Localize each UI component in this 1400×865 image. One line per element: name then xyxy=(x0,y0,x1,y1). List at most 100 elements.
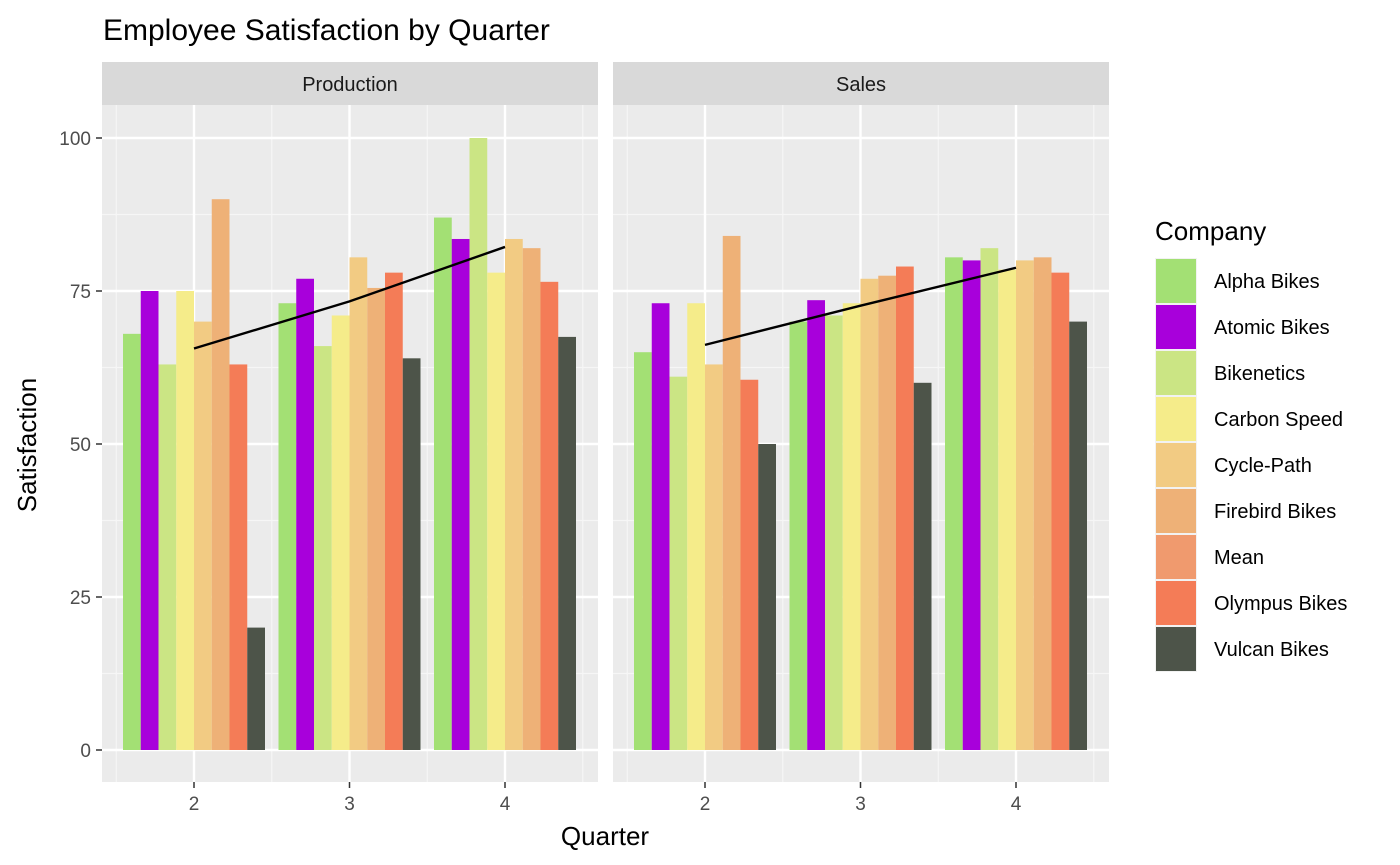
bar-cycle-path xyxy=(1016,260,1034,750)
legend-swatch xyxy=(1156,305,1196,349)
bar-atomic-bikes xyxy=(962,260,981,750)
panels: Production 2 3 4 0 25 50 75 100 Sales 2 3 4 xyxy=(59,62,1109,815)
legend-swatch xyxy=(1156,627,1196,671)
mean-trend-line xyxy=(193,245,506,350)
y-tick-label: 50 xyxy=(70,435,91,456)
x-axis-title: Quarter xyxy=(561,821,649,851)
legend-item: Firebird Bikes xyxy=(1155,488,1336,534)
legend-item: Mean xyxy=(1155,534,1264,580)
bar-firebird-bikes xyxy=(878,275,896,750)
bar-bikenetics xyxy=(469,138,488,750)
legend-label: Cycle-Path xyxy=(1214,455,1312,477)
x-tick-label: 2 xyxy=(700,794,711,815)
x-tick-label: 4 xyxy=(500,794,511,815)
y-tick-label: 100 xyxy=(59,129,91,150)
bar-carbon-speed xyxy=(687,303,705,750)
bar-cycle-path xyxy=(505,238,523,751)
bar-atomic-bikes xyxy=(807,300,825,750)
bar-bikenetics xyxy=(158,364,177,750)
legend-label: Alpha Bikes xyxy=(1214,271,1320,293)
legend-item: Bikenetics xyxy=(1155,350,1305,396)
legend-item: Atomic Bikes xyxy=(1155,304,1330,350)
legend-swatch xyxy=(1156,443,1196,487)
panel-sales: Sales 2 3 4 xyxy=(613,62,1109,815)
legend-item: Carbon Speed xyxy=(1155,396,1343,442)
bar-olympus-bikes xyxy=(896,266,914,750)
legend-swatch xyxy=(1156,397,1196,441)
facet-strip-label: Production xyxy=(302,74,398,96)
y-tick-label: 0 xyxy=(80,741,91,762)
bar-bikenetics xyxy=(825,315,843,750)
bar-firebird-bikes xyxy=(1033,257,1052,750)
legend-swatch xyxy=(1156,489,1196,533)
bar-vulcan-bikes xyxy=(913,382,932,750)
x-tick-label: 4 xyxy=(1011,794,1022,815)
bar-bikenetics xyxy=(669,376,688,750)
bar-firebird-bikes xyxy=(722,235,741,751)
bar-atomic-bikes xyxy=(296,278,314,750)
legend-swatch xyxy=(1156,581,1196,625)
bar-vulcan-bikes xyxy=(1069,321,1087,750)
bar-alpha-bikes xyxy=(789,321,808,750)
y-axis-title: Satisfaction xyxy=(12,378,42,512)
bar-vulcan-bikes xyxy=(558,336,576,750)
legend-title: Company xyxy=(1155,216,1266,246)
facet-strip-label: Sales xyxy=(836,74,886,96)
bar-alpha-bikes xyxy=(634,352,652,750)
bar-cycle-path xyxy=(705,364,723,750)
bar-alpha-bikes xyxy=(434,217,452,750)
chart-title: Employee Satisfaction by Quarter xyxy=(103,14,550,47)
bar-vulcan-bikes xyxy=(402,358,421,750)
bar-olympus-bikes xyxy=(229,364,248,750)
x-tick-label: 3 xyxy=(855,794,866,815)
y-tick-label: 75 xyxy=(70,282,91,303)
bar-carbon-speed xyxy=(176,291,194,750)
y-tick-label: 25 xyxy=(70,588,91,609)
bar-bikenetics xyxy=(980,248,999,750)
bar-olympus-bikes xyxy=(1051,272,1070,750)
bar-cycle-path xyxy=(860,278,879,750)
legend: Company Alpha Bikes Atomic Bikes Bikenetic… xyxy=(1155,216,1347,672)
bar-carbon-speed xyxy=(842,303,861,750)
legend-label: Olympus Bikes xyxy=(1214,593,1347,615)
x-tick-label: 3 xyxy=(344,794,355,815)
legend-label: Atomic Bikes xyxy=(1214,317,1330,339)
panel-production: Production 2 3 4 0 25 50 75 100 xyxy=(59,62,598,815)
bar-olympus-bikes xyxy=(385,272,403,750)
bar-cycle-path xyxy=(194,321,212,750)
bar-atomic-bikes xyxy=(651,303,670,750)
legend-swatch xyxy=(1156,259,1196,303)
legend-label: Mean xyxy=(1214,547,1264,569)
legend-swatch xyxy=(1156,351,1196,395)
legend-label: Firebird Bikes xyxy=(1214,501,1336,523)
bar-bikenetics xyxy=(314,346,332,750)
bar-firebird-bikes xyxy=(211,199,230,750)
bar-vulcan-bikes xyxy=(247,627,265,750)
bar-firebird-bikes xyxy=(367,287,385,750)
mean-trend-line xyxy=(704,266,1017,347)
bar-carbon-speed xyxy=(331,315,350,750)
bar-firebird-bikes xyxy=(522,248,541,750)
legend-label: Bikenetics xyxy=(1214,363,1305,385)
bar-alpha-bikes xyxy=(945,257,963,750)
bar-olympus-bikes xyxy=(540,281,559,750)
bar-olympus-bikes xyxy=(740,379,759,750)
bar-alpha-bikes xyxy=(278,303,297,750)
legend-label: Carbon Speed xyxy=(1214,409,1343,431)
legend-item: Olympus Bikes xyxy=(1155,580,1347,626)
legend-swatch xyxy=(1156,535,1196,579)
bar-carbon-speed xyxy=(487,272,505,750)
bar-cycle-path xyxy=(349,257,368,750)
x-tick-label: 2 xyxy=(189,794,200,815)
legend-item: Vulcan Bikes xyxy=(1155,626,1329,672)
legend-label: Vulcan Bikes xyxy=(1214,639,1329,661)
legend-item: Cycle-Path xyxy=(1155,442,1312,488)
bar-carbon-speed xyxy=(998,269,1016,750)
bar-alpha-bikes xyxy=(123,333,141,750)
bar-atomic-bikes xyxy=(451,238,470,751)
bar-vulcan-bikes xyxy=(758,444,776,750)
legend-item: Alpha Bikes xyxy=(1155,258,1320,304)
bar-atomic-bikes xyxy=(140,291,159,750)
facet-strip xyxy=(102,62,598,105)
